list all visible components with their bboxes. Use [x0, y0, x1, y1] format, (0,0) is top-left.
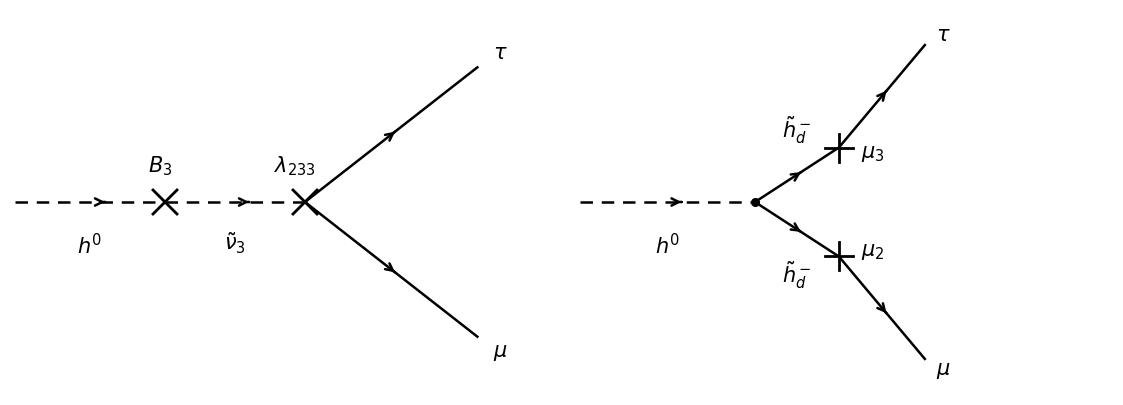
Text: $\tilde{h}_d^-$: $\tilde{h}_d^-$: [783, 259, 812, 291]
Text: $h^0$: $h^0$: [77, 232, 102, 258]
Text: $\tau$: $\tau$: [493, 43, 508, 62]
Text: $h^0$: $h^0$: [655, 232, 681, 258]
Text: $B_3$: $B_3$: [148, 154, 172, 177]
Text: $\tau$: $\tau$: [935, 25, 950, 45]
Text: $\mu$: $\mu$: [935, 360, 950, 380]
Text: $\mu_2$: $\mu_2$: [861, 242, 884, 262]
Text: $\tilde{\nu}_3$: $\tilde{\nu}_3$: [225, 230, 246, 256]
Text: $\tilde{h}_d^-$: $\tilde{h}_d^-$: [783, 114, 812, 146]
Text: $\lambda_{233}$: $\lambda_{233}$: [274, 154, 316, 177]
Text: $\mu$: $\mu$: [493, 343, 508, 362]
Text: $\mu_3$: $\mu_3$: [861, 143, 885, 163]
